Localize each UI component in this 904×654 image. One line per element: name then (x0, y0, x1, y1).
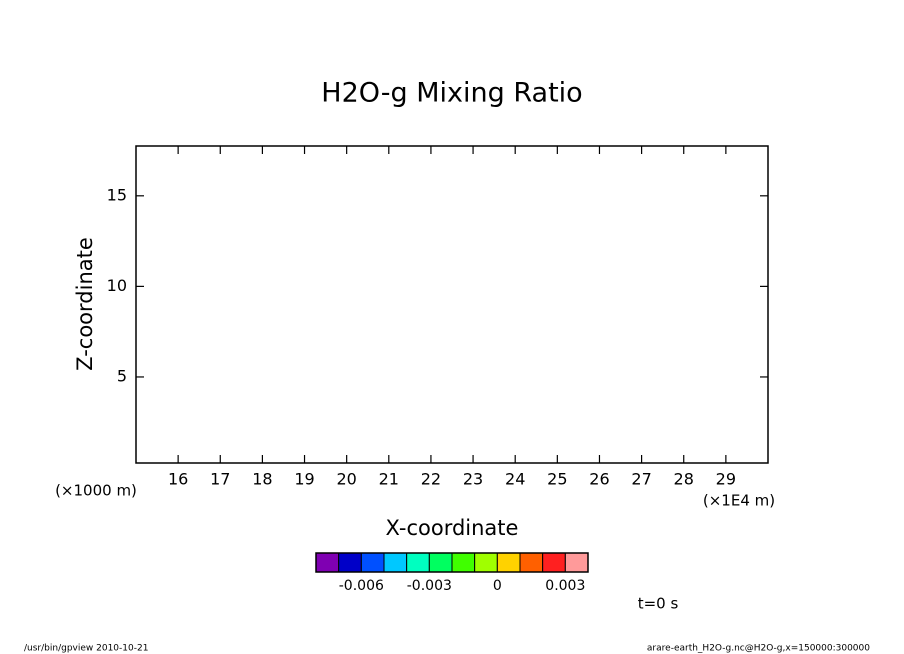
x-tick-label: 26 (589, 470, 609, 489)
colorbar-tick-label: 0.003 (545, 578, 585, 594)
chart-title: H2O-g Mixing Ratio (321, 78, 582, 109)
x-tick-label: 27 (631, 470, 651, 489)
colorbar-tick-label: -0.003 (407, 578, 452, 594)
colorbar-tick-label: 0 (493, 578, 502, 594)
plot-frame (135, 145, 769, 464)
x-tick-label: 20 (336, 470, 356, 489)
x-tick-label: 17 (210, 470, 230, 489)
colorbar-frame (315, 552, 589, 573)
colorbar-box (428, 552, 453, 573)
colorbar-box (451, 552, 476, 573)
x-tick-label: 16 (168, 470, 188, 489)
y-tick-label: 5 (117, 366, 127, 385)
colorbar-box (360, 552, 385, 573)
colorbar-box (496, 552, 521, 573)
colorbar-box (406, 552, 430, 573)
colorbar-box (315, 552, 340, 573)
colorbar-box (564, 552, 589, 573)
footer-left: /usr/bin/gpview 2010-10-21 (24, 644, 148, 654)
y-tick-label: 10 (107, 276, 127, 295)
y-tick-label: 15 (107, 185, 127, 204)
x-axis-label: X-coordinate (386, 516, 519, 540)
colorbar-box (519, 552, 544, 573)
colorbar-box (542, 552, 566, 573)
footer-right: arare-earth_H2O-g.nc@H2O-g,x=150000:3000… (647, 644, 870, 654)
x-tick-label: 25 (547, 470, 567, 489)
x-tick-label: 18 (252, 470, 272, 489)
x-tick-label: 28 (674, 470, 694, 489)
x-tick-label: 22 (421, 470, 441, 489)
colorbar-tick-label: -0.006 (339, 578, 384, 594)
x-tick-label: 29 (716, 470, 736, 489)
x-tick-label: 21 (379, 470, 399, 489)
colorbar-box (383, 552, 408, 573)
time-label: t=0 s (638, 595, 679, 613)
x-unit: (×1E4 m) (703, 492, 775, 510)
y-unit: (×1000 m) (55, 482, 137, 500)
x-tick-label: 19 (294, 470, 314, 489)
x-tick-label: 23 (463, 470, 483, 489)
x-tick-label: 24 (505, 470, 525, 489)
colorbar-box (474, 552, 498, 573)
y-axis-label: Z-coordinate (73, 237, 97, 371)
colorbar-box (338, 552, 362, 573)
